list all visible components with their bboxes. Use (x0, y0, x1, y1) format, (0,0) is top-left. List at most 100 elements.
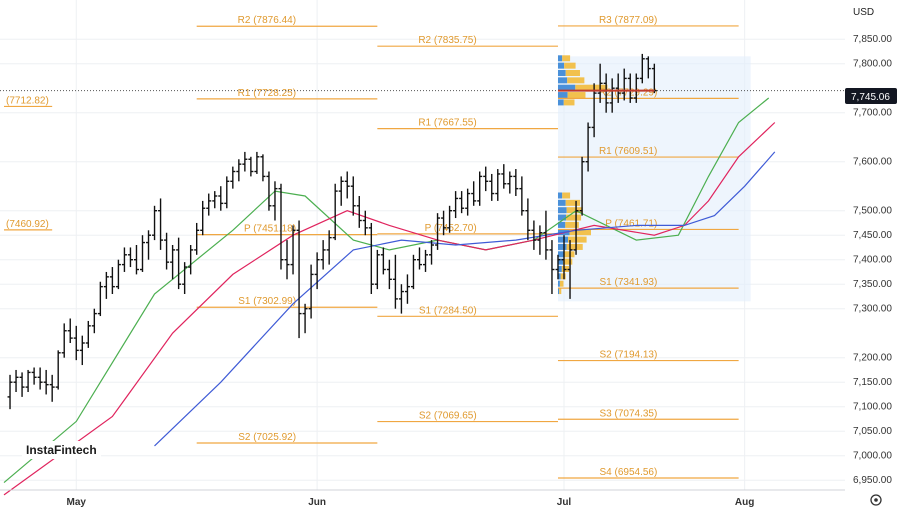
volume-profile-row (557, 62, 565, 69)
ohlc-bar (410, 254, 416, 290)
ohlc-bar (380, 247, 386, 275)
ohlc-bar (429, 240, 435, 265)
pivot-level-label: R2 (7729.29) (599, 87, 657, 98)
ohlc-bar (212, 191, 218, 209)
ohlc-bar (37, 367, 43, 390)
ohlc-bar (260, 154, 266, 182)
price-tick-label: 7,050.00 (853, 426, 892, 437)
volume-profile-row (567, 236, 587, 243)
ohlc-bar (543, 210, 549, 260)
volume-profile-row (557, 92, 568, 99)
ohlc-bar (25, 369, 31, 392)
volume-profile-row (557, 55, 563, 62)
ohlc-bar (97, 281, 103, 317)
ohlc-bar (254, 151, 260, 174)
pivot-level-label: S3 (7074.35) (600, 408, 658, 419)
currency-label[interactable]: USD (853, 7, 874, 18)
ohlc-bar (368, 222, 374, 294)
price-tick-label: 7,300.00 (853, 304, 892, 315)
pivot-level-label: P (7451.18) (244, 224, 296, 235)
time-tick-label: May (67, 497, 87, 508)
gear-icon[interactable] (870, 494, 882, 506)
pivot-level-label: S1 (7302.99) (238, 296, 296, 307)
pivot-level-label: P (7452.70) (425, 223, 477, 234)
ohlc-bar (170, 245, 176, 280)
watermark-logo: InstaFintech (22, 441, 101, 459)
price-tick-label: 7,500.00 (853, 206, 892, 217)
ohlc-bar (603, 73, 609, 113)
ohlc-bar (465, 188, 471, 216)
ohlc-bar (91, 308, 97, 334)
pivot-level-label: R2 (7876.44) (238, 15, 296, 26)
volume-profile-row (566, 207, 583, 214)
volume-profile-row (557, 84, 576, 91)
volume-profile-row (567, 77, 585, 84)
ohlc-bar (386, 259, 392, 290)
volume-profile-row (557, 236, 568, 243)
time-axis[interactable]: May Jun Jul Aug (0, 489, 845, 508)
ohlc-bar (639, 53, 645, 84)
ohlc-bar (332, 183, 338, 241)
ohlc-bar (152, 205, 158, 241)
ohlc-bar (615, 73, 621, 103)
ohlc-bar (531, 220, 537, 250)
ohlc-bar (266, 171, 272, 211)
ohlc-bar (158, 198, 164, 250)
ohlc-bar (43, 369, 49, 395)
ohlc-bar (146, 230, 152, 260)
price-tick-label: 7,850.00 (853, 34, 892, 45)
ohlc-bar (597, 63, 603, 103)
price-bars (7, 53, 657, 410)
ohlc-bar (224, 176, 230, 209)
pivot-level-label: (7460.92) (6, 219, 49, 230)
price-axis[interactable]: 7,850.00 7,800.00 7,700.00 7,600.00 7,500.00… (853, 34, 892, 486)
volume-profile-row (567, 92, 586, 99)
price-tick-label: 7,400.00 (853, 255, 892, 266)
ohlc-bar (459, 191, 465, 214)
price-tick-label: 7,150.00 (853, 377, 892, 388)
ohlc-bar (356, 196, 362, 228)
time-tick-label: Aug (735, 497, 754, 508)
volume-profile-row (565, 221, 579, 228)
volume-profile-row (557, 280, 560, 287)
volume-profile-row (557, 273, 561, 280)
ohlc-bar (344, 171, 350, 199)
moving-average-line (154, 151, 776, 447)
ohlc-bar (645, 56, 651, 79)
pivot-level-label: R2 (7835.75) (418, 35, 476, 46)
ohlc-bar (471, 181, 477, 206)
ohlc-bar (320, 240, 326, 270)
ohlc-bar (585, 122, 591, 172)
pivot-level-label: S1 (7341.93) (600, 277, 658, 288)
ohlc-bar (272, 181, 278, 221)
ohlc-bar (326, 230, 332, 265)
ohlc-bar (555, 254, 561, 280)
ohlc-bar (49, 374, 55, 402)
volume-profile-row (557, 70, 566, 76)
ohlc-bar (121, 247, 127, 272)
ohlc-bar (284, 240, 290, 280)
price-tick-label: 7,000.00 (853, 451, 892, 462)
time-tick-label: Jul (557, 497, 572, 508)
volume-profile-row (569, 229, 591, 236)
volume-profile-row (557, 251, 564, 258)
ohlc-bar (567, 240, 573, 299)
ohlc-bar (248, 156, 254, 177)
ohlc-bar (133, 245, 139, 275)
price-tick-label: 7,200.00 (853, 353, 892, 364)
ohlc-bar (302, 303, 308, 334)
ohlc-bar (477, 171, 483, 206)
ohlc-bar (73, 325, 79, 361)
ohlc-bar (19, 372, 25, 397)
pivot-level-label: R1 (7667.55) (418, 118, 476, 129)
ohlc-bar (7, 374, 13, 410)
volume-profile-row (557, 221, 566, 228)
volume-profile-row (557, 214, 567, 221)
volume-profile-row (557, 99, 564, 106)
ohlc-bar (55, 350, 61, 390)
volume-profile-row (557, 266, 562, 272)
ohlc-bar (447, 205, 453, 233)
ohlc-bar (513, 169, 519, 196)
volume-profile-row (560, 273, 566, 280)
